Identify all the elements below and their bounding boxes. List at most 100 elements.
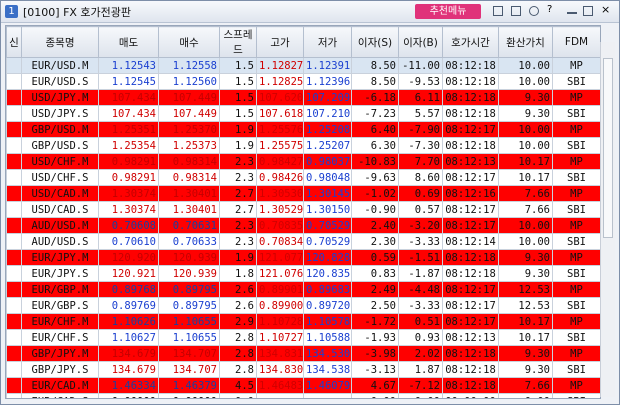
column-header[interactable]: 고가 <box>256 26 304 58</box>
cell: EUR/GBP.S <box>21 297 99 314</box>
cell: 10.00 <box>498 73 553 90</box>
cell: 08:12:14 <box>442 233 499 250</box>
cell: 2.02 <box>398 345 443 362</box>
help-icon[interactable]: ? <box>547 4 553 15</box>
cell: -10.83 <box>351 153 399 170</box>
quote-row[interactable]: USD/CAD.S 1.30374 1.30401 2.7 1.30529 1.30150… <box>6 201 600 218</box>
cell: 9.30 <box>498 249 553 266</box>
quote-row[interactable]: EUR/JPY.M 120.920 120.939 1.9 121.077 120.828… <box>6 249 600 266</box>
cell: 1.25207 <box>303 137 352 154</box>
cell: 10.17 <box>498 329 553 346</box>
cell: 1.30401 <box>158 201 220 218</box>
cell: 1.25575 <box>256 137 304 154</box>
column-header[interactable]: 이자(B) <box>398 26 443 58</box>
column-header[interactable]: 환산가치 <box>498 26 553 58</box>
cell: 1.10578 <box>303 313 352 330</box>
maximize[interactable] <box>583 6 593 16</box>
cell: EUR/CAD.M <box>21 377 99 394</box>
window-icon: 1 <box>5 5 18 18</box>
minimize[interactable] <box>567 6 577 14</box>
column-header[interactable]: 스프레드 <box>219 26 257 58</box>
column-header[interactable]: 이자(S) <box>351 26 399 58</box>
recommend-button[interactable]: 추천메뉴 <box>415 4 481 19</box>
cell: 00:00:00 <box>442 393 499 398</box>
cell: SBI <box>552 393 600 398</box>
column-header[interactable]: 매수 <box>158 26 220 58</box>
cell: EUR/JPY.S <box>21 265 99 282</box>
column-header[interactable]: 호가시간 <box>442 26 499 58</box>
cell: MP <box>552 217 600 234</box>
column-header[interactable]: 매도 <box>98 26 159 58</box>
quote-row[interactable]: GBP/USD.M 1.25351 1.25370 1.9 1.25576 1.25208… <box>6 121 600 138</box>
cell: 08:12:18 <box>442 89 499 106</box>
quote-row[interactable]: USD/CHF.M 0.98291 0.98314 2.3 0.98427 0.98037… <box>6 153 600 170</box>
cell: 0.98314 <box>158 153 220 170</box>
cell: 08:12:18 <box>442 345 499 362</box>
cell: 2.49 <box>351 281 399 298</box>
cell: MP <box>552 57 600 74</box>
cell <box>6 313 22 330</box>
close[interactable]: × <box>601 3 611 16</box>
quote-row[interactable]: EUR/CAD.S0.000000.000000.00.000.0000:00:… <box>6 393 600 398</box>
icon[interactable] <box>511 6 521 16</box>
cell: 8.50 <box>351 57 399 74</box>
quote-row[interactable]: GBP/USD.S 1.25354 1.25373 1.9 1.25575 1.25207… <box>6 137 600 154</box>
cell: 08:12:17 <box>442 217 499 234</box>
cell: 08:12:17 <box>442 201 499 218</box>
cell: 08:12:17 <box>442 313 499 330</box>
cell: 0.98314 <box>158 169 220 186</box>
column-header[interactable]: 신 <box>6 26 22 58</box>
quote-row[interactable]: EUR/GBP.S 0.89769 0.89795 2.6 0.89900 0.89720… <box>6 297 600 314</box>
cell <box>6 105 22 122</box>
cell <box>6 393 22 398</box>
cell: 08:12:17 <box>442 121 499 138</box>
cell: 134.707 <box>158 345 220 362</box>
cell: 1.10588 <box>303 329 352 346</box>
quote-row[interactable]: EUR/USD.S 1.12545 1.12560 1.5 1.12825 1.12396… <box>6 73 600 90</box>
column-header[interactable]: 종목명 <box>21 26 99 58</box>
quote-row[interactable]: GBP/JPY.S 134.679 134.707 2.8 134.830 134.538… <box>6 361 600 378</box>
cell: 10.00 <box>498 57 553 74</box>
quote-row[interactable]: EUR/JPY.S 120.921 120.939 1.8 121.076 120.835… <box>6 265 600 282</box>
cell: 1.25370 <box>158 121 220 138</box>
cell: 120.835 <box>303 265 352 282</box>
cell: EUR/JPY.M <box>21 249 99 266</box>
quote-row[interactable]: AUD/USD.M 0.70608 0.70631 2.3 0.70835 0.70529… <box>6 217 600 234</box>
quote-row[interactable]: USD/JPY.M 107.434 107.449 1.5 107.620 107.209… <box>6 89 600 106</box>
cell <box>6 185 22 202</box>
icon[interactable] <box>493 6 503 16</box>
cell: GBP/USD.S <box>21 137 99 154</box>
quote-row[interactable]: USD/CHF.S 0.98291 0.98314 2.3 0.98426 0.98048… <box>6 169 600 186</box>
quote-row[interactable]: USD/CAD.M 1.30374 1.30401 2.7 1.30530 1.30145… <box>6 185 600 202</box>
cell: 10.17 <box>498 153 553 170</box>
icon[interactable] <box>529 6 539 16</box>
cell: 0.70834 <box>256 233 304 250</box>
scrollbar[interactable] <box>600 42 615 397</box>
cell: 2.7 <box>219 201 257 218</box>
column-header[interactable]: 저가 <box>303 26 352 58</box>
cell: 1.12825 <box>256 73 304 90</box>
quote-row[interactable]: EUR/GBP.M 0.89768 0.89795 2.6 0.89901 0.89683… <box>6 281 600 298</box>
cell: -9.63 <box>351 169 399 186</box>
cell: 107.449 <box>158 89 220 106</box>
scroll-thumb[interactable] <box>603 58 613 238</box>
column-header[interactable]: FDM <box>552 26 600 58</box>
cell: 0.00 <box>498 393 553 398</box>
cell: 134.530 <box>303 345 352 362</box>
cell: 2.3 <box>219 217 257 234</box>
quote-row[interactable]: USD/JPY.S 107.434 107.449 1.5 107.618 107.210… <box>6 105 600 122</box>
cell: 1.10728 <box>256 313 304 330</box>
cell <box>6 153 22 170</box>
quote-row[interactable]: EUR/USD.M 1.12543 1.12558 1.5 1.12827 1.12391… <box>6 57 600 74</box>
quote-row[interactable]: GBP/JPY.M 134.679 134.707 2.8 134.831 134.530… <box>6 345 600 362</box>
cell <box>6 89 22 106</box>
cell <box>6 233 22 250</box>
quote-row[interactable]: EUR/CAD.M 1.46334 1.46379 4.5 1.46483 1.46079… <box>6 377 600 394</box>
quote-row[interactable]: EUR/CHF.S 1.10627 1.10655 2.8 1.10727 1.10588… <box>6 329 600 346</box>
quote-row[interactable]: EUR/CHF.M 1.10626 1.10655 2.9 1.10728 1.10578… <box>6 313 600 330</box>
cell: 0.98426 <box>256 169 304 186</box>
cell: 0.70529 <box>303 217 352 234</box>
cell: 121.076 <box>256 265 304 282</box>
quote-row[interactable]: AUD/USD.S 0.70610 0.70633 2.3 0.70834 0.70529… <box>6 233 600 250</box>
